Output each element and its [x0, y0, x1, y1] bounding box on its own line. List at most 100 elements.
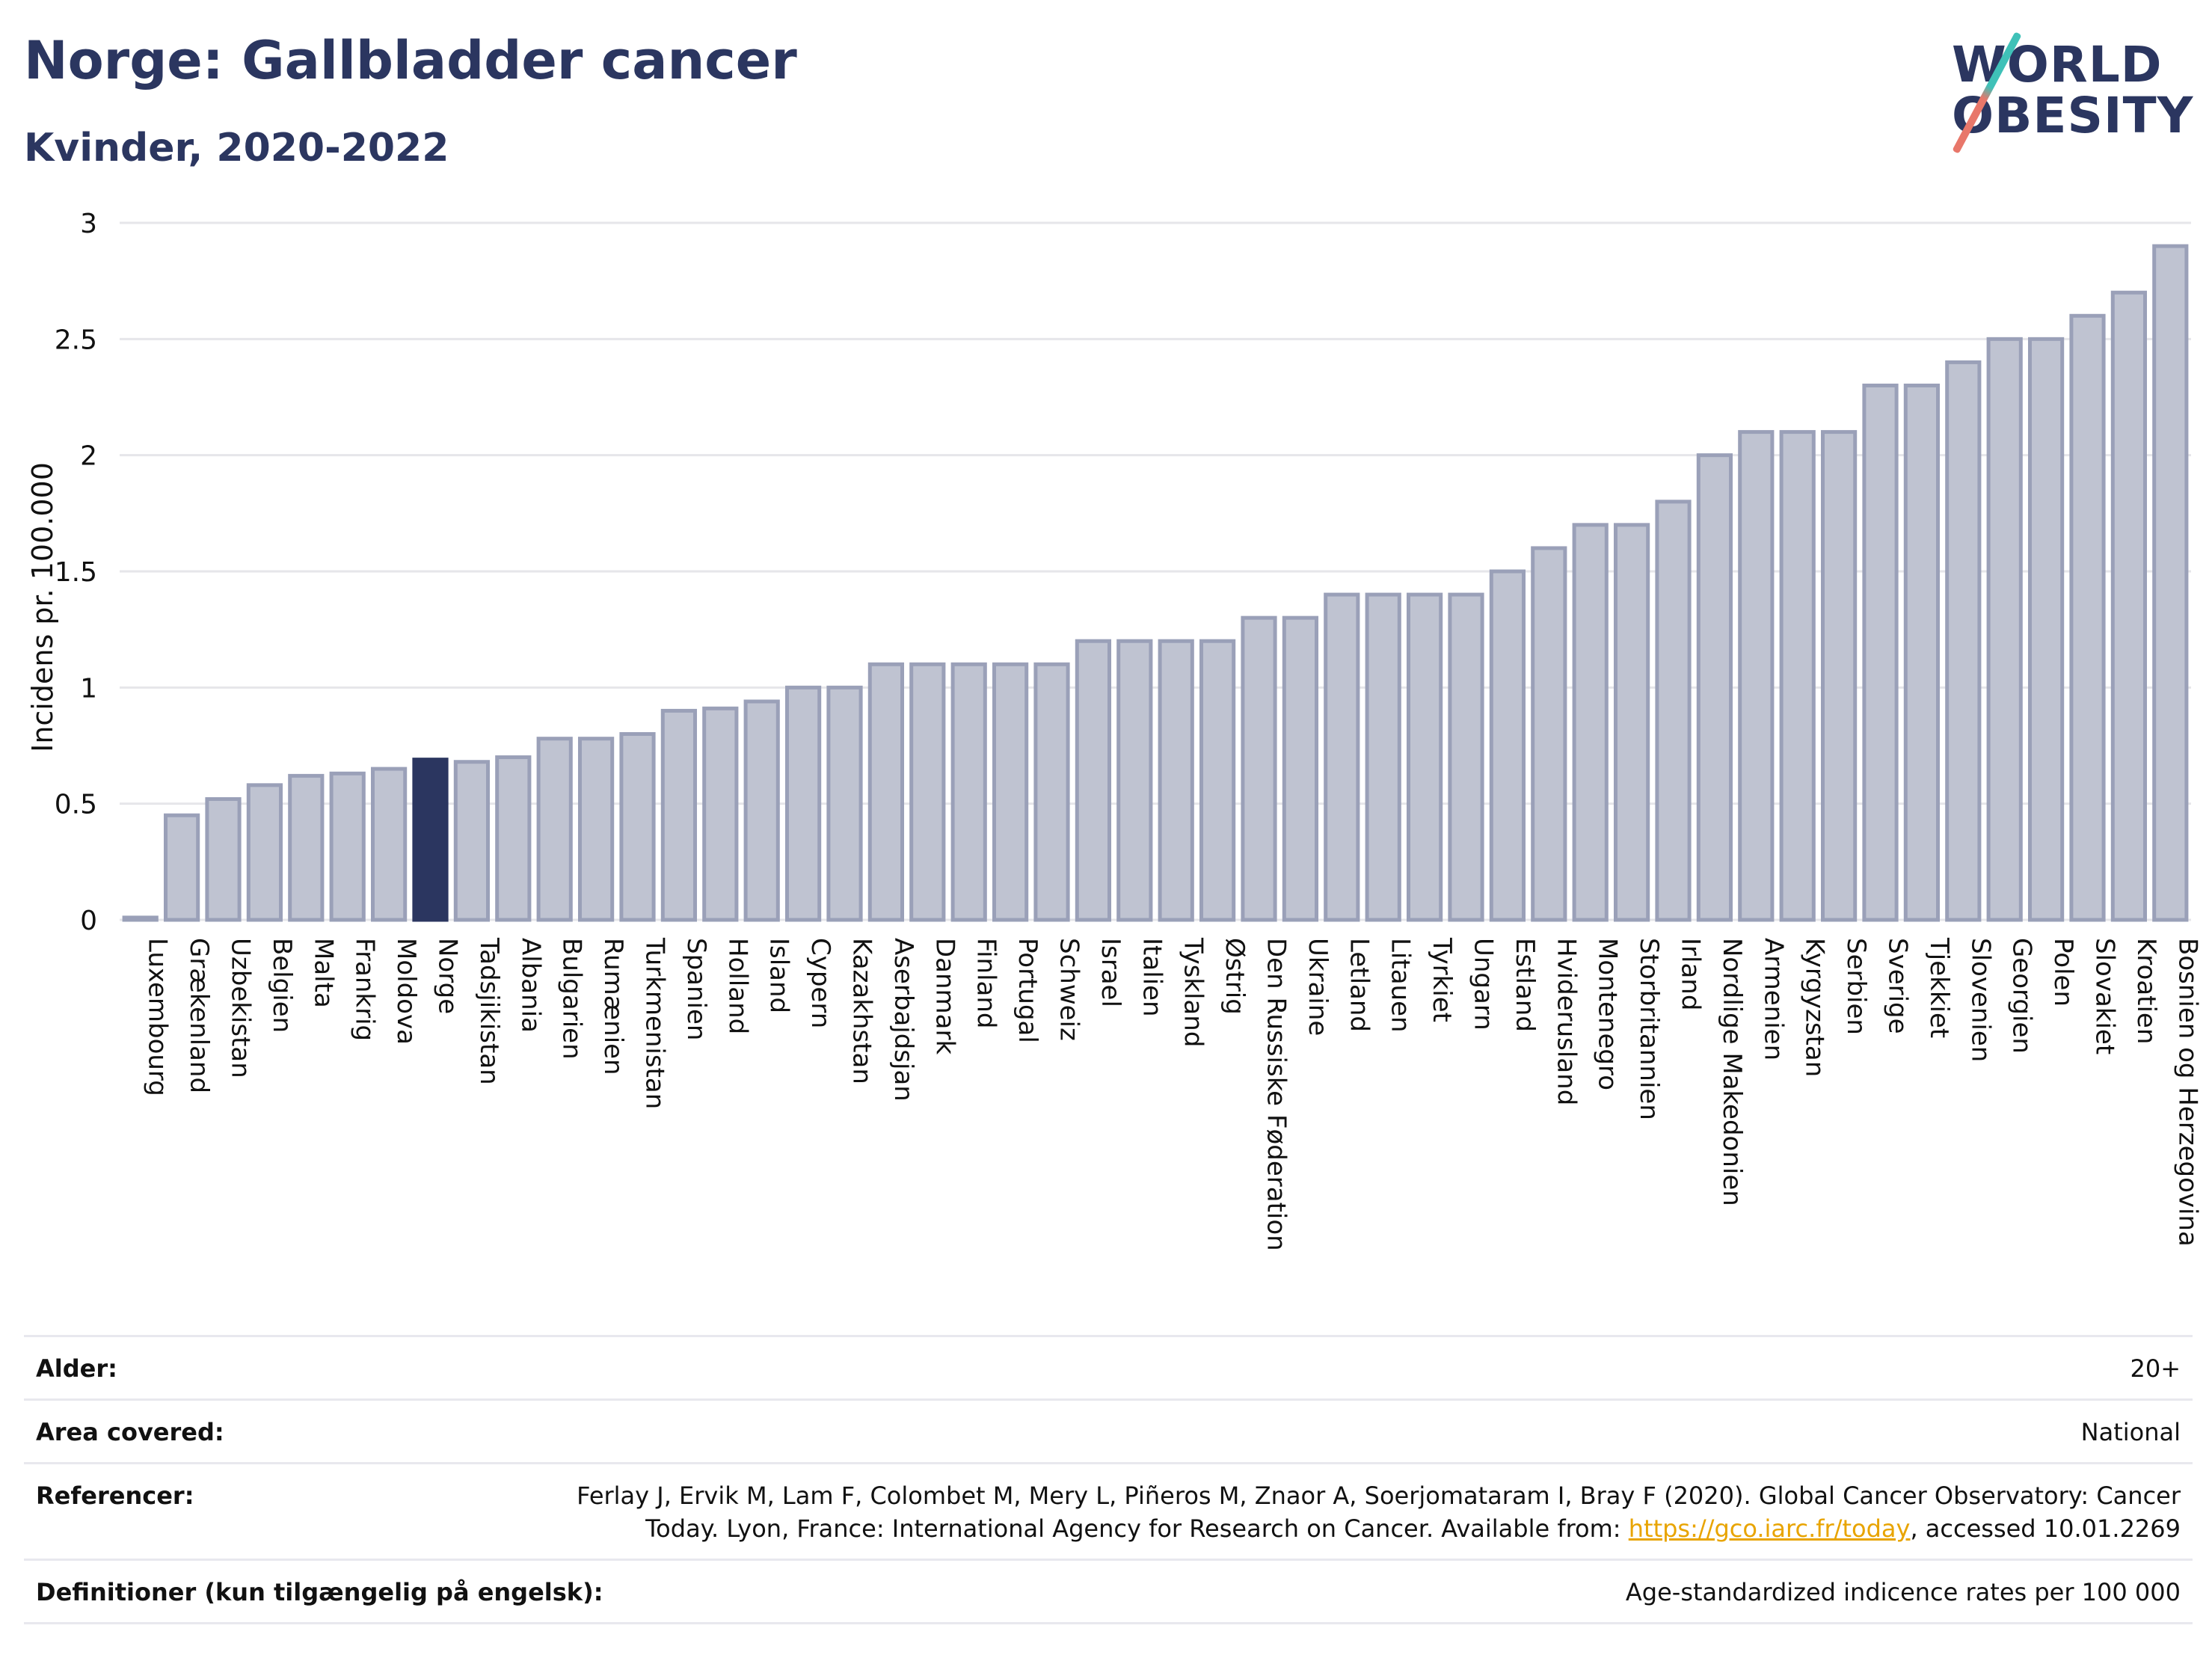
- bar-tyskland: [1158, 639, 1194, 922]
- bar-bosnien-og-herzegovina: [2152, 244, 2189, 922]
- references-link[interactable]: https://gco.iarc.fr/today: [1628, 1514, 1911, 1543]
- x-tick-label: Island: [764, 938, 794, 1013]
- bar-chart: 0 0.5 1 1.5 2 2.5 3 Luxembourg Grækenland Uzbeki…: [26, 209, 2202, 1251]
- x-tick-label: Estland: [1510, 938, 1540, 1032]
- bar-hviderusland: [1531, 546, 1567, 922]
- references-label: Referencer:: [36, 1481, 194, 1510]
- x-tick-label: Storbritannien: [1634, 938, 1664, 1120]
- bar-malta: [288, 773, 325, 922]
- y-tick-label: 2.5: [55, 325, 97, 355]
- bar-ukraine: [1282, 615, 1319, 922]
- bar-kazakhstan: [826, 685, 863, 922]
- x-tick-label: Kazakhstan: [847, 938, 877, 1084]
- x-tick-label: Ukraine: [1303, 938, 1333, 1036]
- bar-grækenland: [163, 813, 200, 922]
- x-tick-label: Østrig: [1220, 938, 1250, 1015]
- x-tick-label: Hviderusland: [1551, 938, 1581, 1105]
- bar-cypern: [784, 685, 822, 922]
- y-axis-label: Incidens pr. 100.000: [26, 462, 59, 752]
- meta-row-references: Referencer: Ferlay J, Ervik M, Lam F, Co…: [24, 1462, 2193, 1559]
- logo-line1: WORLD: [1952, 36, 2163, 93]
- bar-tadsjikistan: [453, 760, 491, 922]
- references-text: Ferlay J, Ervik M, Lam F, Colombet M, Me…: [577, 1481, 2181, 1543]
- bar-kroatien: [2110, 290, 2148, 922]
- bar-rumænien: [577, 737, 615, 922]
- bar-storbritannien: [1613, 523, 1650, 922]
- bar-uzbekistan: [205, 796, 242, 922]
- bar-litauen: [1365, 592, 1401, 922]
- bar-schweiz: [1033, 662, 1070, 922]
- x-tick-label: Frankrig: [350, 938, 380, 1041]
- bar-tyrkiet: [1406, 592, 1443, 922]
- bar-estland: [1489, 569, 1526, 922]
- bar-slovakiet: [2069, 313, 2106, 922]
- bar-portugal: [992, 662, 1029, 922]
- x-tick-label: Litauen: [1386, 938, 1416, 1033]
- x-tick-label: Den Russiske Føderation: [1262, 938, 1291, 1251]
- x-tick-label: Slovenien: [1965, 938, 1995, 1062]
- bars: [122, 244, 2189, 922]
- bar-belgien: [246, 783, 283, 922]
- y-tick-label: 1: [80, 673, 97, 704]
- area-label: Area covered:: [36, 1418, 224, 1446]
- age-value: 20+: [2130, 1354, 2181, 1383]
- x-tick-label: Grækenland: [184, 938, 214, 1093]
- bar-nordlige-makedonien: [1696, 453, 1733, 922]
- bar-spanien: [660, 708, 698, 922]
- x-tick-label: Serbien: [1841, 938, 1871, 1035]
- age-label: Alder:: [36, 1354, 117, 1383]
- bar-sverige: [1862, 383, 1899, 922]
- x-tick-label: Uzbekistan: [226, 938, 256, 1078]
- bar-holland: [702, 706, 739, 922]
- page-title: Norge: Gallbladder cancer: [24, 30, 797, 91]
- x-tick-label: Malta: [308, 938, 338, 1008]
- bar-tjekkiet: [1903, 383, 1941, 922]
- bar-finland: [950, 662, 987, 922]
- x-tick-label: Cypern: [805, 938, 835, 1028]
- meta-row-definitions: Definitioner (kun tilgængelig på engelsk…: [24, 1559, 2193, 1624]
- x-tick-label: Montenegro: [1593, 938, 1623, 1090]
- bar-norge: [412, 758, 449, 922]
- bar-den-russiske-føderation: [1241, 615, 1277, 922]
- x-tick-label: Aserbajdsjan: [888, 938, 918, 1102]
- x-tick-label: Kroatien: [2131, 938, 2161, 1044]
- bar-bulgarien: [536, 737, 573, 922]
- bar-irland: [1655, 500, 1692, 922]
- x-tick-label: Irland: [1676, 938, 1706, 1010]
- x-tick-label: Rumænien: [598, 938, 628, 1075]
- y-axis-ticks: 0 0.5 1 1.5 2 2.5 3: [55, 209, 97, 936]
- x-tick-label: Portugal: [1013, 938, 1042, 1043]
- x-tick-label: Sverige: [1883, 938, 1913, 1034]
- x-tick-label: Moldova: [391, 938, 421, 1045]
- x-tick-label: Luxembourg: [143, 938, 173, 1096]
- bar-montenegro: [1572, 523, 1609, 922]
- x-tick-label: Danmark: [930, 938, 959, 1054]
- metadata-table: Alder: 20+ Area covered: National Refere…: [24, 1335, 2193, 1624]
- bar-slovenien: [1945, 360, 1982, 922]
- y-tick-label: 1.5: [55, 557, 97, 588]
- logo-line2: OBESITY: [1952, 87, 2194, 144]
- x-tick-label: Italien: [1137, 938, 1167, 1017]
- bar-moldova: [370, 767, 408, 922]
- bar-frankrig: [329, 771, 366, 922]
- bar-georgien: [1986, 337, 2023, 922]
- area-value: National: [2080, 1418, 2181, 1446]
- meta-row-age: Alder: 20+: [24, 1335, 2193, 1398]
- x-tick-label: Nordlige Makedonien: [1717, 938, 1747, 1206]
- references-value: Ferlay J, Ervik M, Lam F, Colombet M, Me…: [573, 1479, 2181, 1545]
- x-tick-label: Schweiz: [1054, 938, 1084, 1041]
- bar-serbien: [1820, 430, 1858, 922]
- x-tick-label: Albania: [515, 938, 545, 1033]
- x-tick-label: Letland: [1344, 938, 1374, 1032]
- y-tick-label: 2: [80, 441, 97, 472]
- definitions-label: Definitioner (kun tilgængelig på engelsk…: [36, 1578, 603, 1606]
- x-tick-label: Israel: [1096, 938, 1125, 1007]
- x-tick-label: Polen: [2048, 938, 2078, 1007]
- x-tick-label: Spanien: [681, 938, 711, 1040]
- bar-armenien: [1738, 430, 1775, 922]
- bar-turkmenistan: [619, 731, 656, 922]
- definitions-value: Age-standardized indicence rates per 100…: [1625, 1578, 2181, 1606]
- bar-ungarn: [1448, 592, 1484, 922]
- bar-luxembourg: [122, 915, 159, 922]
- bar-albania: [495, 755, 532, 922]
